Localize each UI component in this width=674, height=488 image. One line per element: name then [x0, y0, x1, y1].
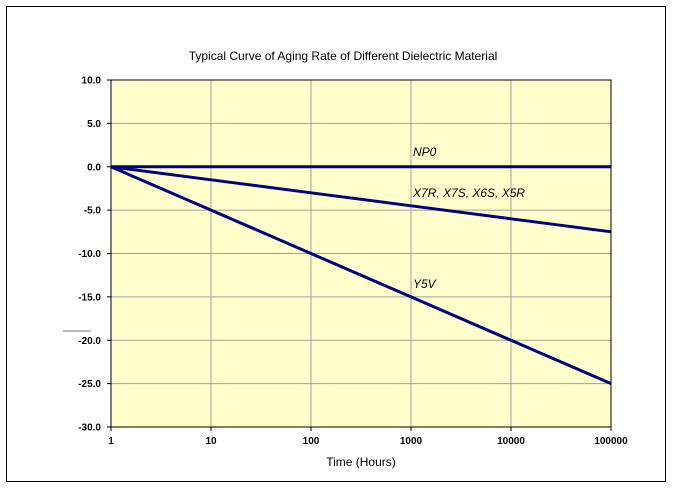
series-line-1 [110, 165, 612, 234]
y-axis-ticks: 10.0 5.0 0.0 -5.0 -10.0 -15.0 -20.0 -25.0 -30.0 [78, 76, 111, 434]
x-axis-ticks: 1 10 100 1000 10000 100000 [108, 427, 628, 447]
series-labels: NP0 X7R, X7S, X6S, X5R Y5V [412, 145, 525, 291]
y-tick-label: -20.0 [78, 336, 101, 347]
chart-title: Typical Curve of Aging Rate of Different… [189, 49, 498, 63]
series-group [110, 165, 612, 385]
x-tick-label: 10 [205, 436, 217, 447]
y-tick-label: -30.0 [78, 423, 101, 434]
series-line-2 [110, 165, 612, 385]
y-tick-label: -15.0 [78, 292, 101, 303]
chart: Typical Curve of Aging Rate of Different… [63, 49, 628, 469]
x-tick-label: 1 [108, 436, 114, 447]
y-tick-label: 10.0 [82, 76, 102, 87]
y-tick-label: 5.0 [87, 119, 101, 130]
x-tick-label: 100000 [594, 436, 628, 447]
y-tick-label: 0.0 [87, 162, 101, 173]
y-tick-label: -5.0 [84, 206, 102, 217]
x-tick-label: 100 [303, 436, 320, 447]
x-tick-label: 10000 [497, 436, 525, 447]
y-tick-label: -10.0 [78, 249, 101, 260]
series-label-2: Y5V [413, 277, 437, 291]
chart-frame: Typical Curve of Aging Rate of Different… [6, 6, 666, 482]
x-axis-label: Time (Hours) [326, 455, 396, 469]
y-tick-label: -25.0 [78, 379, 101, 390]
series-label-0: NP0 [413, 145, 437, 159]
x-tick-label: 1000 [400, 436, 423, 447]
series-label-1: X7R, X7S, X6S, X5R [412, 186, 525, 200]
